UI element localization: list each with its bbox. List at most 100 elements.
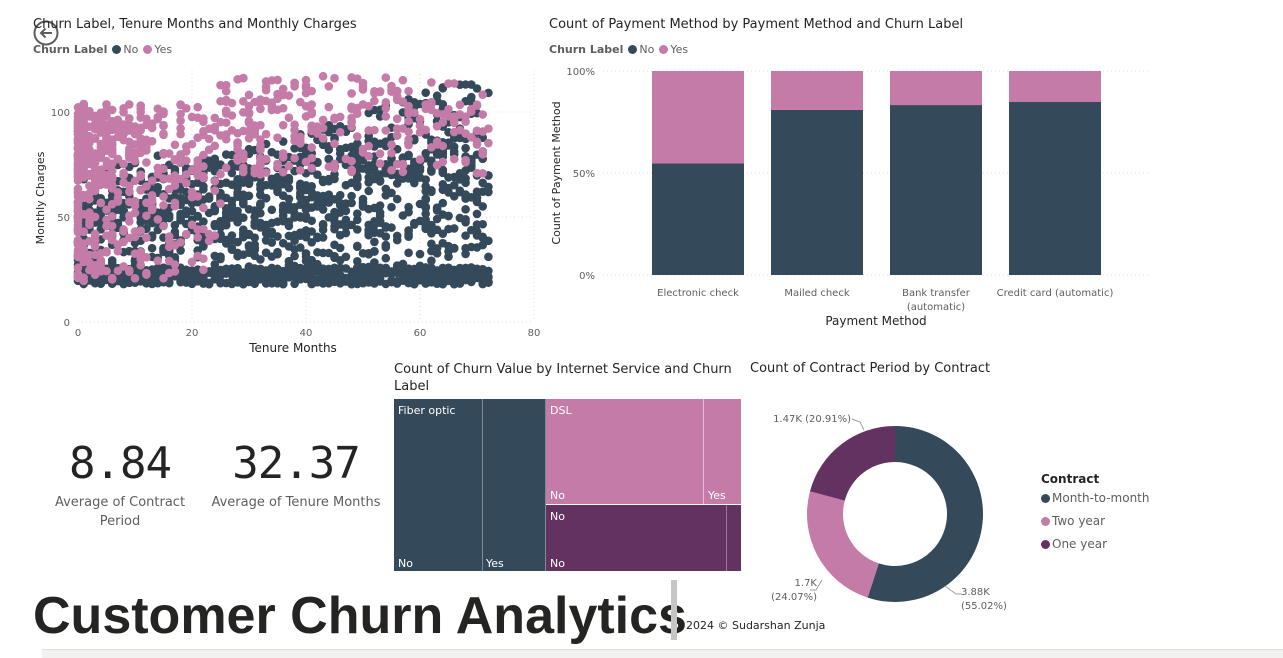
scatter-point-yes (381, 104, 391, 113)
bar-no[interactable] (1009, 102, 1101, 275)
bar-no[interactable] (652, 163, 744, 275)
scatter-point-no (375, 228, 385, 238)
scatter-point-no (438, 83, 448, 93)
scatter-point-yes (136, 134, 145, 143)
scatter-point-yes (461, 112, 470, 121)
legend-two-year[interactable]: Two year (1041, 514, 1150, 537)
scrollbar-track[interactable] (42, 649, 1283, 658)
scatter-point-yes (159, 150, 168, 159)
legend-month-to-month[interactable]: Month-to-month (1041, 491, 1150, 514)
scatter-point-yes (290, 153, 299, 163)
payment-bar-chart[interactable]: 100% 50% 0% Electronic check Mailed chec… (545, 60, 1160, 335)
scatter-point-yes (142, 141, 151, 151)
legend-no-label: No (123, 43, 139, 56)
treemap-fiber-yes[interactable] (483, 399, 545, 571)
bar-yes[interactable] (652, 71, 744, 164)
scatter-point-yes (170, 198, 180, 208)
scatter-point-yes (159, 109, 168, 119)
scatter-point-yes (136, 255, 145, 264)
scatter-point-yes (130, 196, 140, 206)
scatter-point-yes (318, 71, 328, 81)
scatter-point-yes (96, 198, 106, 208)
treemap-dsl-no-label: No (550, 489, 565, 502)
scatter-point-yes (318, 134, 328, 143)
scatter-point-yes (256, 144, 265, 154)
scatter-point-no (427, 186, 436, 195)
scatter-point-yes (467, 107, 476, 116)
scatter-point-yes (313, 129, 322, 138)
scatter-point-yes (449, 114, 459, 124)
scatter-point-no (239, 196, 248, 206)
scatter-point-yes (90, 241, 100, 251)
scatter-point-no (421, 88, 431, 97)
legend-marker (1041, 494, 1050, 503)
arrow-left-circle-icon[interactable] (32, 19, 60, 47)
kpi-card-contract: 8.84 Average of Contract Period (40, 438, 200, 531)
scatter-point-yes (79, 239, 88, 248)
scatter-point-yes (307, 163, 317, 173)
scatter-point-no (182, 265, 191, 275)
donut-chart[interactable]: 3.88K (55.02%) 1.7K (24.07%) 1.47K (20.9… (760, 400, 1040, 620)
scatter-point-yes (182, 104, 191, 113)
bar-no[interactable] (890, 105, 982, 276)
scatter-point-no (278, 279, 288, 288)
donut-slice-one-year[interactable] (809, 426, 895, 501)
treemap-fiber-no[interactable] (394, 399, 482, 571)
scatter-point-no (261, 193, 271, 203)
scatter-point-no (290, 267, 299, 276)
scatter-point-yes (256, 161, 265, 170)
scatter-point-no (273, 217, 282, 226)
bar-yes[interactable] (771, 71, 863, 110)
scatter-point-yes (199, 265, 208, 275)
donut-legend-title: Contract (1041, 472, 1100, 486)
scatter-point-no (444, 211, 453, 221)
donut-legend[interactable]: Contract Month-to-month Two year One yea… (1041, 472, 1150, 560)
scatter-point-yes (404, 86, 413, 96)
treemap-none-no[interactable] (546, 505, 726, 571)
scatter-point-yes (90, 230, 100, 240)
donut-slice-month-to-month[interactable] (867, 426, 983, 602)
scatter-point-yes (176, 129, 185, 139)
scatter-point-yes (415, 155, 425, 164)
treemap-dsl-no[interactable] (546, 399, 703, 504)
scatter-point-yes (290, 120, 299, 129)
scatter-point-yes (318, 115, 328, 125)
scatter-point-no (307, 279, 317, 289)
scatter-point-yes (119, 225, 128, 234)
scatter-point-yes (233, 145, 242, 154)
treemap-group-fiber-label: Fiber optic (398, 404, 456, 417)
treemap-dsl-yes[interactable] (704, 399, 741, 504)
scatter-point-yes (216, 199, 225, 208)
scatter-point-no (370, 220, 379, 230)
scatter-point-yes (159, 201, 168, 210)
treemap[interactable]: Fiber optic DSL No No Yes No Yes No (394, 399, 741, 571)
scatter-point-no (170, 220, 180, 230)
scatter-point-yes (130, 151, 140, 160)
scatter-plot[interactable]: 0 20 40 60 80 0 50 100 Tenure Months Mon… (30, 60, 545, 360)
scatter-point-yes (221, 163, 231, 173)
bar-yes[interactable] (890, 71, 982, 106)
scatter-point-yes (244, 101, 254, 111)
y-tick-50: 50% (573, 169, 595, 180)
scatter-point-no (449, 224, 459, 233)
legend-one-year[interactable]: One year (1041, 537, 1150, 560)
scatter-point-no (484, 252, 493, 262)
scatter-point-yes (387, 165, 396, 175)
scatter-point-yes (392, 114, 402, 124)
treemap-none-yes[interactable] (727, 505, 741, 571)
scatter-point-no (404, 266, 413, 275)
scatter-point-no (221, 220, 231, 230)
donut-slice-two-year[interactable] (807, 491, 879, 598)
scatter-point-no (278, 191, 288, 200)
scatter-legend[interactable]: Churn Label No Yes (33, 43, 172, 56)
scatter-point-no (267, 205, 277, 215)
scatter-point-yes (96, 152, 106, 161)
bar-no[interactable] (771, 109, 863, 275)
donut-label-month-line2: (55.02%) (961, 601, 1007, 612)
scatter-point-yes (210, 176, 220, 186)
scatter-point-no (364, 186, 374, 196)
bar-yes[interactable] (1009, 71, 1101, 103)
payment-legend[interactable]: Churn Label No Yes (549, 43, 688, 56)
scatter-point-yes (85, 217, 94, 227)
scatter-point-no (427, 264, 436, 273)
